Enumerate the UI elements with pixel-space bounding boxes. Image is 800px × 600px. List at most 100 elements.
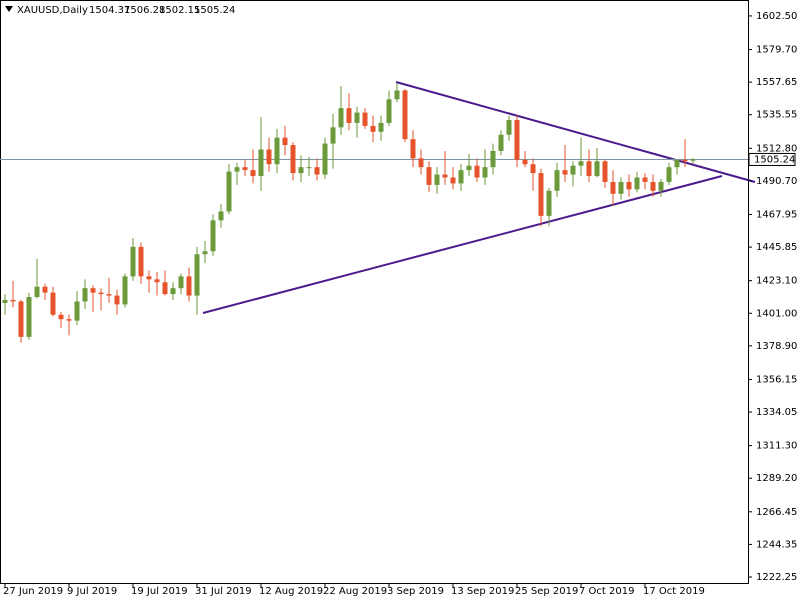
x-tick-label: 25 Sep 2019 — [515, 586, 578, 597]
candle-body — [58, 314, 64, 320]
x-tick-label: 7 Oct 2019 — [579, 586, 634, 597]
y-tick-label: 1334.05 — [756, 407, 797, 418]
header-open: 1504.37 — [89, 5, 130, 16]
candle-body — [242, 167, 248, 171]
candle-body — [370, 125, 376, 132]
candle-body — [122, 276, 128, 305]
candle-body — [682, 159, 688, 162]
header-arrow — [5, 6, 13, 12]
x-tick-label: 9 Jul 2019 — [67, 586, 117, 597]
candle-body — [74, 301, 80, 321]
candle-body — [26, 297, 32, 337]
candle-body — [666, 167, 672, 182]
candle-body — [154, 279, 160, 283]
candle-body — [266, 149, 272, 165]
y-tick-label: 1401.00 — [756, 308, 797, 319]
candle-body — [410, 139, 416, 159]
candle-body — [354, 112, 360, 123]
last-price-box — [748, 152, 796, 166]
candle-body — [618, 181, 624, 194]
candle-body — [466, 165, 472, 171]
y-tick-label: 1579.70 — [756, 45, 797, 56]
candle-body — [114, 295, 120, 305]
candle-body — [130, 246, 136, 277]
header-high: 1506.28 — [124, 5, 165, 16]
candle-body — [330, 127, 336, 144]
candle-body — [458, 170, 464, 184]
candle-body — [602, 161, 608, 182]
candle-body — [418, 158, 424, 168]
y-tick-label: 1244.35 — [756, 539, 797, 550]
candle-body — [338, 108, 344, 128]
candle-body — [18, 301, 24, 337]
candle-body — [642, 177, 648, 182]
y-tick-label: 1222.25 — [756, 572, 797, 583]
candle-body — [34, 286, 40, 298]
candle-body — [258, 149, 264, 177]
candle-body — [314, 167, 320, 175]
x-tick-label: 31 Jul 2019 — [195, 586, 252, 597]
candle-body — [674, 159, 680, 168]
y-tick-label: 1467.95 — [756, 209, 797, 220]
candle-body — [98, 292, 104, 295]
candle-body — [106, 294, 112, 296]
candle-body — [562, 170, 568, 175]
y-tick-label: 1445.85 — [756, 242, 797, 253]
candle-body — [346, 108, 352, 123]
x-tick-label: 19 Jul 2019 — [131, 586, 188, 597]
candle-body — [634, 177, 640, 190]
y-tick-label: 1602.50 — [756, 11, 797, 22]
resistance-trendline — [395, 81, 756, 183]
candle-body — [50, 292, 56, 315]
candle-body — [482, 167, 488, 178]
candle-body — [586, 161, 592, 177]
candle-body — [450, 177, 456, 184]
plot-frame — [0, 0, 749, 584]
y-tick-label: 1535.55 — [756, 110, 797, 121]
candle-body — [514, 119, 520, 160]
candle-body — [162, 282, 168, 295]
y-tick-label: 1311.30 — [756, 441, 797, 452]
candle-body — [578, 161, 584, 166]
candle-body — [650, 181, 656, 191]
candle-body — [402, 90, 408, 140]
candle-body — [530, 164, 536, 174]
candle-body — [138, 246, 144, 277]
candle-body — [490, 150, 496, 168]
x-tick-label: 27 Jun 2019 — [3, 586, 63, 597]
candle-body — [218, 211, 224, 221]
y-tick-label: 1512.80 — [756, 143, 797, 154]
candle-body — [626, 181, 632, 190]
header-low: 1502.15 — [159, 5, 200, 16]
last-price-label: 1505.24 — [754, 154, 795, 165]
candle-body — [658, 181, 664, 191]
candle-body — [322, 143, 328, 175]
candle-body — [362, 112, 368, 126]
candle-body — [690, 159, 696, 161]
y-tick-label: 1490.70 — [756, 176, 797, 187]
header-close: 1505.24 — [194, 5, 235, 16]
candle-body — [474, 165, 480, 178]
y-tick-label: 1266.45 — [756, 507, 797, 518]
candle-body — [610, 181, 616, 194]
candle-body — [226, 171, 232, 212]
x-tick-label: 3 Sep 2019 — [387, 586, 444, 597]
candle-body — [146, 276, 152, 280]
y-tick-label: 1423.10 — [756, 276, 797, 287]
candle-body — [82, 288, 88, 302]
y-tick-label: 1356.15 — [756, 374, 797, 385]
candle-body — [250, 170, 256, 177]
candle-body — [274, 137, 280, 165]
candle-body — [506, 119, 512, 135]
candle-body — [186, 276, 192, 296]
x-tick-label: 13 Sep 2019 — [451, 586, 514, 597]
candle-body — [306, 167, 312, 169]
candle-body — [570, 165, 576, 175]
x-tick-label: 17 Oct 2019 — [643, 586, 705, 597]
y-tick-label: 1289.20 — [756, 473, 797, 484]
candle-body — [298, 167, 304, 174]
candle-body — [394, 90, 400, 100]
candle-body — [42, 286, 48, 293]
candle-body — [66, 319, 72, 321]
